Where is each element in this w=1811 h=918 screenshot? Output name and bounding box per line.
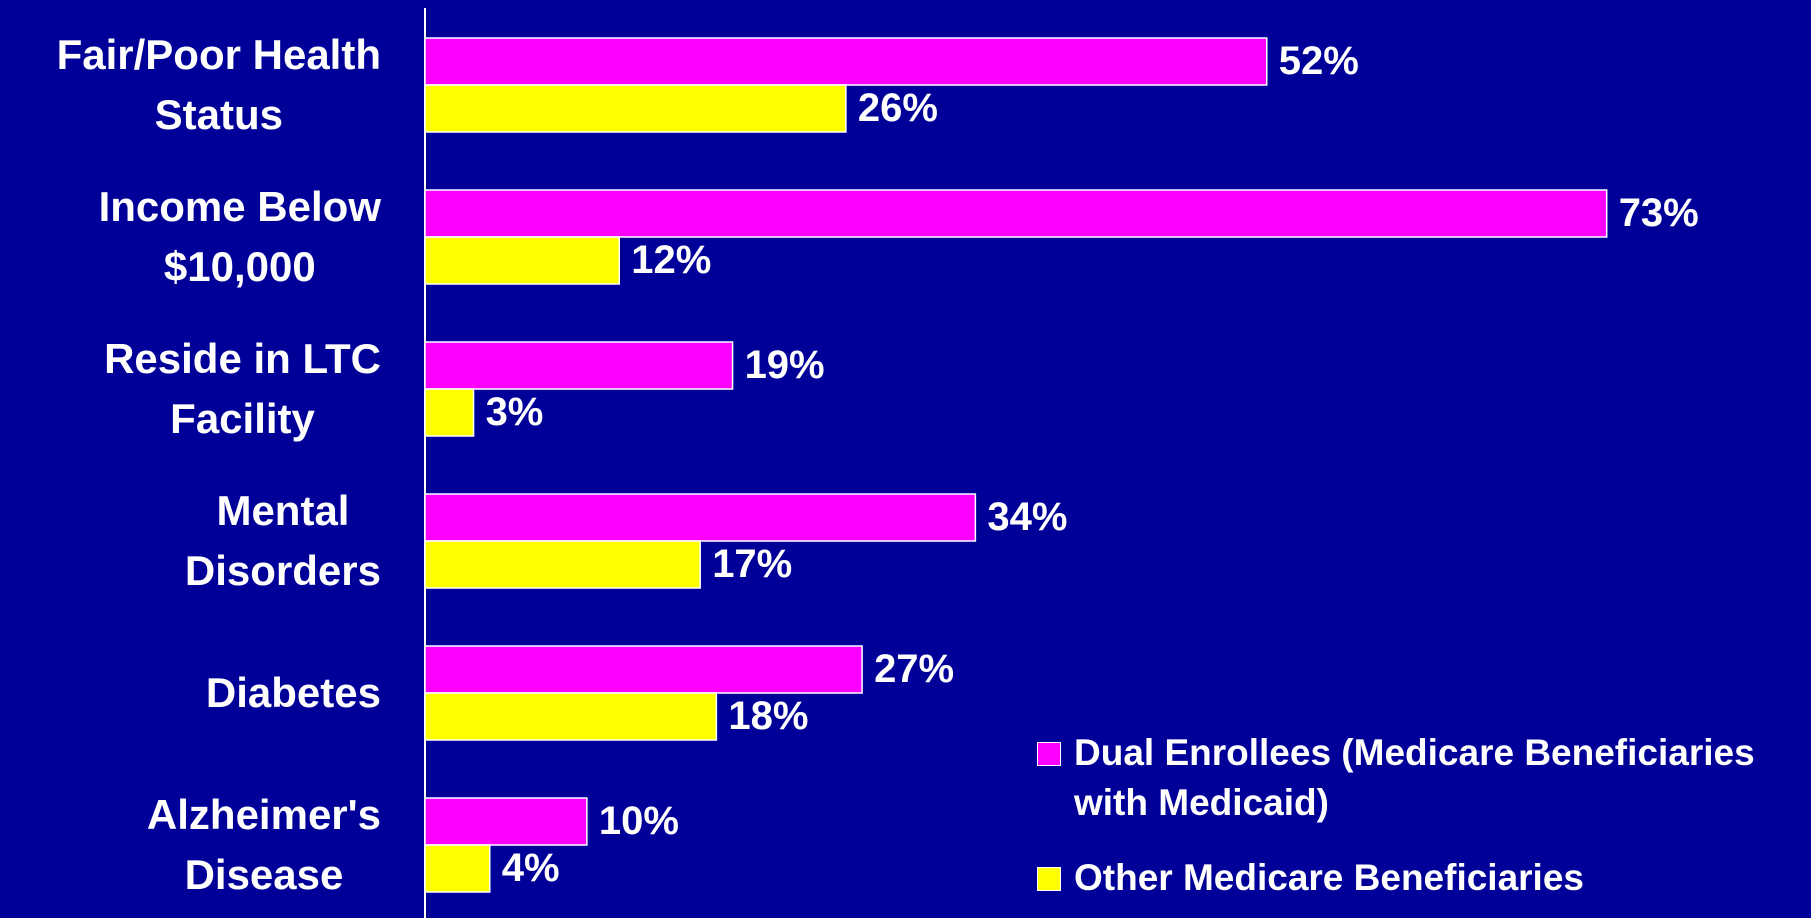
legend-swatch: [1037, 742, 1061, 766]
bar: [424, 341, 734, 390]
category-label: Fair/Poor Health Status: [56, 31, 381, 138]
value-label: 12%: [631, 238, 711, 282]
bar: [424, 645, 863, 694]
value-label: 26%: [858, 86, 938, 130]
value-label: 73%: [1619, 191, 1699, 235]
category-label: Diabetes: [205, 669, 381, 716]
legend-label: Dual Enrollees (Medicare Beneficiaries w…: [1074, 732, 1755, 823]
value-label: 34%: [987, 495, 1067, 539]
value-label: 10%: [599, 799, 679, 843]
bar: [424, 84, 847, 133]
value-label: 19%: [745, 343, 825, 387]
bar: [424, 692, 718, 741]
bar: [424, 844, 491, 893]
value-label: 27%: [874, 647, 954, 691]
value-label: 17%: [712, 542, 792, 586]
category-label: Income Below $10,000: [98, 183, 381, 290]
category-label: Mental Disorders: [184, 487, 381, 594]
value-label: 3%: [486, 390, 544, 434]
value-label: 52%: [1279, 39, 1359, 83]
category-label: Reside in LTC Facility: [104, 335, 381, 442]
legend-swatch: [1037, 867, 1061, 891]
category-label: Alzheimer's Disease: [146, 791, 381, 898]
value-label: 4%: [502, 846, 560, 890]
bar: [424, 189, 1608, 238]
bar: [424, 540, 701, 589]
bar: [424, 388, 475, 437]
bar: [424, 493, 977, 542]
value-label: 18%: [728, 694, 808, 738]
legend-label: Other Medicare Beneficiaries: [1074, 857, 1584, 898]
bar: [424, 236, 620, 285]
bar: [424, 37, 1268, 86]
bar: [424, 797, 588, 846]
